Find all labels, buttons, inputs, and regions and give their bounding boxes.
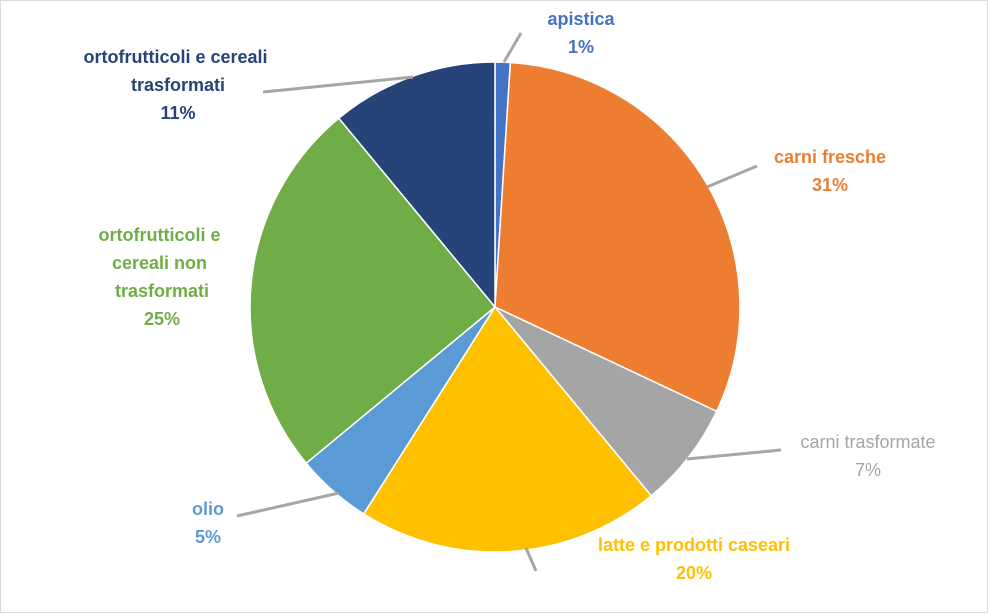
- label-ortofrutticoli-trasformati: ortofrutticoli e cereali trasformati: [83, 47, 272, 95]
- label-apistica: apistica: [547, 9, 615, 29]
- percent-ortofrutticoli-non-trasformati: 25%: [144, 309, 180, 329]
- label-carni-trasformate: carni trasformate: [800, 432, 935, 452]
- leader-line: [502, 32, 523, 63]
- percent-carni-trasformate: 7%: [855, 460, 881, 480]
- pie-slice-ortofrutticoli-e-cereali-non-trasformati: [249, 117, 497, 465]
- pie-slices: [249, 61, 741, 553]
- percent-latte-e-prodotti-caseari: 20%: [676, 563, 712, 583]
- pie-slice-carni-trasformate: [494, 306, 718, 497]
- percent-olio: 5%: [195, 527, 221, 547]
- label-latte-e-prodotti-caseari: latte e prodotti caseari: [598, 535, 790, 555]
- leader-line: [706, 164, 758, 189]
- label-ortofrutticoli-non-trasformati: ortofrutticoli e cereali non trasformati: [98, 225, 225, 301]
- percent-ortofrutticoli-trasformati: 11%: [160, 103, 195, 123]
- leader-lines: [236, 32, 782, 572]
- percent-carni-fresche: 31%: [812, 175, 848, 195]
- label-olio: olio: [192, 499, 224, 519]
- leader-line: [236, 491, 340, 518]
- pie-slice-latte-e-prodotti-caseari: [362, 305, 653, 553]
- leader-line: [524, 547, 538, 572]
- leader-line: [686, 448, 782, 461]
- pie-slice-carni-fresche: [494, 61, 741, 413]
- percent-apistica: 1%: [568, 37, 594, 57]
- label-carni-fresche: carni fresche: [774, 147, 886, 167]
- leader-line: [262, 75, 414, 94]
